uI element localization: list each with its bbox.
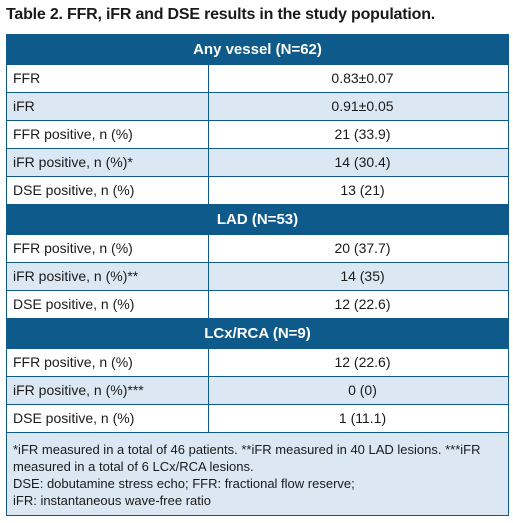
row-value: 0 (0) bbox=[348, 382, 377, 398]
row-label: FFR positive, n (%) bbox=[7, 121, 209, 148]
table-row: FFR positive, n (%) 21 (33.9) bbox=[7, 121, 508, 149]
row-label: DSE positive, n (%) bbox=[7, 291, 209, 318]
row-value: 21 (33.9) bbox=[334, 126, 391, 142]
row-value: 1 (11.1) bbox=[338, 410, 387, 426]
table-row: DSE positive, n (%) 12 (22.6) bbox=[7, 291, 508, 319]
footnote-line: DSE: dobutamine stress echo; FFR: fracti… bbox=[13, 476, 355, 491]
row-label: DSE positive, n (%) bbox=[7, 177, 209, 204]
table-title: Table 2. FFR, iFR and DSE results in the… bbox=[6, 6, 436, 23]
section-header-any-vessel: Any vessel (N=62) bbox=[7, 35, 508, 65]
row-label: iFR positive, n (%)* bbox=[7, 149, 209, 176]
table-row: iFR 0.91±0.05 bbox=[7, 93, 508, 121]
table-footnotes: *iFR measured in a total of 46 patients.… bbox=[7, 433, 508, 515]
row-label: iFR positive, n (%)*** bbox=[7, 377, 209, 404]
row-value: 0.91±0.05 bbox=[331, 98, 394, 114]
table-row: DSE positive, n (%) 1 (11.1) bbox=[7, 405, 508, 433]
row-value: 14 (30.4) bbox=[334, 154, 391, 170]
row-label: DSE positive, n (%) bbox=[7, 405, 209, 432]
row-value: 0.83±0.07 bbox=[331, 70, 394, 86]
table-row: iFR positive, n (%)* 14 (30.4) bbox=[7, 149, 508, 177]
footnote-line: iFR: instantaneous wave-free ratio bbox=[13, 493, 211, 508]
table-row: iFR positive, n (%)*** 0 (0) bbox=[7, 377, 508, 405]
section-header-lad: LAD (N=53) bbox=[7, 205, 508, 235]
row-value: 12 (22.6) bbox=[334, 296, 391, 312]
results-table: Any vessel (N=62) FFR 0.83±0.07 iFR 0.91… bbox=[6, 34, 509, 516]
table-row: FFR positive, n (%) 20 (37.7) bbox=[7, 235, 508, 263]
row-label: FFR positive, n (%) bbox=[7, 235, 209, 262]
row-label: iFR positive, n (%)** bbox=[7, 263, 209, 290]
row-label: FFR positive, n (%) bbox=[7, 349, 209, 376]
row-value: 13 (21) bbox=[340, 182, 385, 198]
row-label: iFR bbox=[7, 93, 209, 120]
table-row: FFR 0.83±0.07 bbox=[7, 65, 508, 93]
row-value: 14 (35) bbox=[340, 268, 385, 284]
table-row: iFR positive, n (%)** 14 (35) bbox=[7, 263, 508, 291]
table-row: FFR positive, n (%) 12 (22.6) bbox=[7, 349, 508, 377]
row-label: FFR bbox=[7, 65, 209, 92]
row-value: 12 (22.6) bbox=[334, 354, 391, 370]
section-header-lcx-rca: LCx/RCA (N=9) bbox=[7, 319, 508, 349]
footnote-line: *iFR measured in a total of 46 patients.… bbox=[13, 442, 481, 474]
row-value: 20 (37.7) bbox=[334, 240, 391, 256]
table-row: DSE positive, n (%) 13 (21) bbox=[7, 177, 508, 205]
